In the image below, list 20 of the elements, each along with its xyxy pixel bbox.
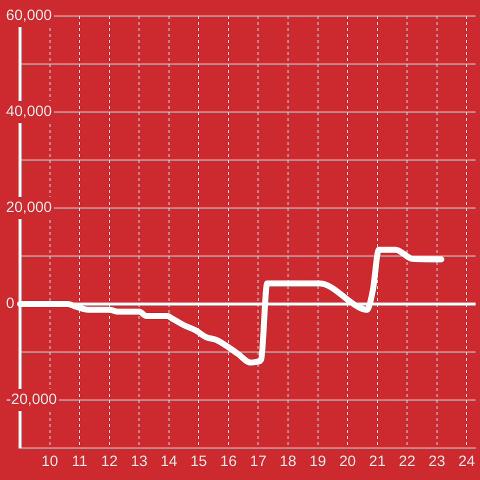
x-tick-label: 10	[41, 453, 58, 470]
x-tick-label: 15	[190, 453, 208, 470]
y-tick-label: 20,000	[6, 199, 52, 216]
y-tick-label: -20,000	[6, 391, 57, 408]
x-tick-label: 20	[339, 453, 356, 470]
x-tick-label: 24	[458, 453, 475, 470]
x-tick-label: 16	[220, 453, 237, 470]
x-tick-label: 19	[309, 453, 326, 470]
x-tick-label: 17	[250, 453, 267, 470]
x-tick-label: 13	[130, 453, 148, 470]
x-tick-label: 18	[280, 453, 296, 470]
x-tick-label: 21	[368, 453, 386, 470]
x-tick-label: 11	[72, 453, 88, 470]
x-tick-label: 22	[398, 453, 416, 470]
x-tick-label: 14	[160, 453, 178, 470]
x-tick-label: 12	[100, 453, 118, 470]
y-tick-label: 0	[6, 295, 14, 312]
y-tick-label: 60,000	[6, 7, 52, 24]
y-tick-label: 40,000	[6, 103, 52, 120]
x-tick-label: 23	[428, 453, 446, 470]
